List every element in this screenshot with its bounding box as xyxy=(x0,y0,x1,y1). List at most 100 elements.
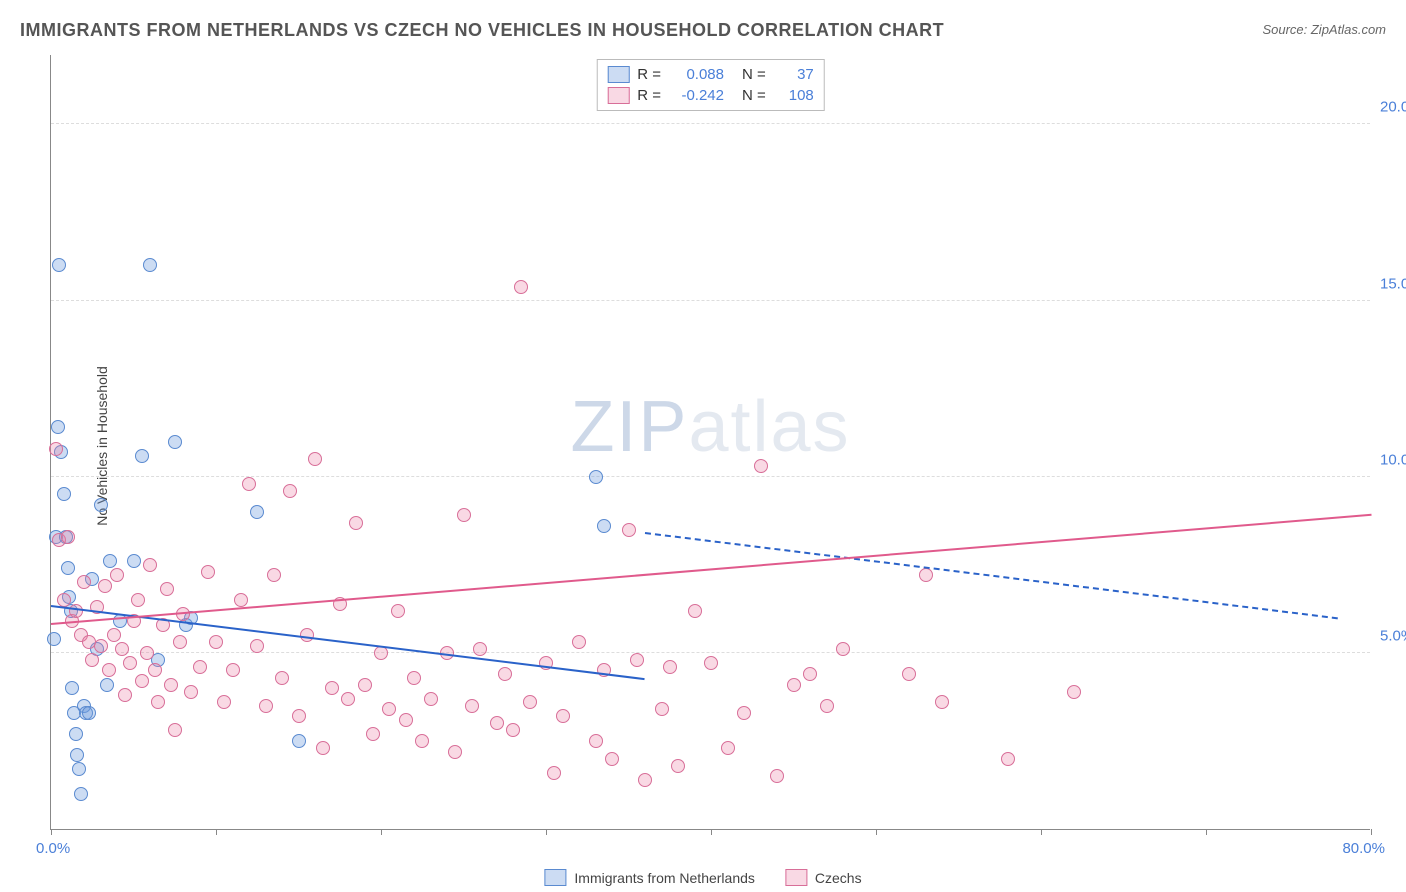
stats-row: R =0.088N =37 xyxy=(607,64,814,85)
scatter-point xyxy=(103,554,117,568)
scatter-point xyxy=(490,716,504,730)
scatter-point xyxy=(424,692,438,706)
gridline xyxy=(51,652,1370,653)
watermark-atlas: atlas xyxy=(688,387,850,467)
scatter-point xyxy=(737,706,751,720)
plot-area: ZIPatlas R =0.088N =37R =-0.242N =108 5.… xyxy=(50,55,1370,830)
y-tick-label: 5.0% xyxy=(1380,627,1406,644)
y-tick-label: 15.0% xyxy=(1380,275,1406,292)
scatter-point xyxy=(148,663,162,677)
scatter-point xyxy=(803,667,817,681)
scatter-point xyxy=(160,582,174,596)
watermark-zip: ZIP xyxy=(570,387,688,467)
scatter-point xyxy=(164,678,178,692)
scatter-point xyxy=(98,579,112,593)
scatter-point xyxy=(457,508,471,522)
scatter-point xyxy=(140,646,154,660)
x-tick xyxy=(711,829,712,835)
y-tick-label: 10.0% xyxy=(1380,451,1406,468)
n-label: N = xyxy=(742,66,766,83)
scatter-point xyxy=(325,681,339,695)
x-tick-label-min: 0.0% xyxy=(36,840,70,857)
scatter-point xyxy=(349,516,363,530)
scatter-point xyxy=(94,498,108,512)
scatter-point xyxy=(770,769,784,783)
scatter-point xyxy=(57,593,71,607)
scatter-point xyxy=(498,667,512,681)
scatter-point xyxy=(143,258,157,272)
scatter-point xyxy=(308,452,322,466)
scatter-point xyxy=(836,642,850,656)
scatter-point xyxy=(51,420,65,434)
r-label: R = xyxy=(637,87,661,104)
r-label: R = xyxy=(637,66,661,83)
bottom-legend: Immigrants from NetherlandsCzechs xyxy=(544,869,861,886)
scatter-point xyxy=(547,766,561,780)
source-label: Source: ZipAtlas.com xyxy=(1262,22,1386,37)
scatter-point xyxy=(341,692,355,706)
scatter-point xyxy=(69,727,83,741)
scatter-point xyxy=(1001,752,1015,766)
scatter-point xyxy=(100,678,114,692)
x-tick xyxy=(381,829,382,835)
scatter-point xyxy=(102,663,116,677)
scatter-point xyxy=(605,752,619,766)
r-value: -0.242 xyxy=(669,87,724,104)
scatter-point xyxy=(448,745,462,759)
scatter-point xyxy=(465,699,479,713)
x-tick xyxy=(876,829,877,835)
scatter-point xyxy=(292,734,306,748)
legend-item: Immigrants from Netherlands xyxy=(544,869,755,886)
scatter-point xyxy=(514,280,528,294)
scatter-point xyxy=(61,530,75,544)
legend-swatch xyxy=(607,66,629,83)
scatter-point xyxy=(77,575,91,589)
scatter-point xyxy=(1067,685,1081,699)
scatter-point xyxy=(473,642,487,656)
scatter-point xyxy=(110,568,124,582)
scatter-point xyxy=(143,558,157,572)
scatter-point xyxy=(572,635,586,649)
scatter-point xyxy=(754,459,768,473)
scatter-point xyxy=(902,667,916,681)
scatter-point xyxy=(242,477,256,491)
scatter-point xyxy=(399,713,413,727)
gridline xyxy=(51,300,1370,301)
scatter-point xyxy=(556,709,570,723)
scatter-point xyxy=(919,568,933,582)
scatter-point xyxy=(622,523,636,537)
scatter-point xyxy=(131,593,145,607)
x-tick xyxy=(51,829,52,835)
scatter-point xyxy=(47,632,61,646)
scatter-point xyxy=(415,734,429,748)
scatter-point xyxy=(107,628,121,642)
scatter-point xyxy=(259,699,273,713)
scatter-point xyxy=(65,681,79,695)
scatter-point xyxy=(506,723,520,737)
scatter-point xyxy=(523,695,537,709)
legend-swatch xyxy=(544,869,566,886)
scatter-point xyxy=(217,695,231,709)
x-tick xyxy=(1371,829,1372,835)
scatter-point xyxy=(630,653,644,667)
scatter-point xyxy=(382,702,396,716)
scatter-point xyxy=(184,685,198,699)
scatter-point xyxy=(671,759,685,773)
x-tick xyxy=(1206,829,1207,835)
scatter-point xyxy=(787,678,801,692)
scatter-point xyxy=(292,709,306,723)
stats-row: R =-0.242N =108 xyxy=(607,85,814,106)
scatter-point xyxy=(173,635,187,649)
scatter-point xyxy=(115,642,129,656)
scatter-point xyxy=(688,604,702,618)
x-tick-label-max: 80.0% xyxy=(1342,840,1385,857)
scatter-point xyxy=(85,653,99,667)
scatter-point xyxy=(589,470,603,484)
scatter-point xyxy=(57,487,71,501)
scatter-point xyxy=(704,656,718,670)
n-label: N = xyxy=(742,87,766,104)
x-tick xyxy=(216,829,217,835)
scatter-point xyxy=(61,561,75,575)
scatter-point xyxy=(663,660,677,674)
scatter-point xyxy=(358,678,372,692)
